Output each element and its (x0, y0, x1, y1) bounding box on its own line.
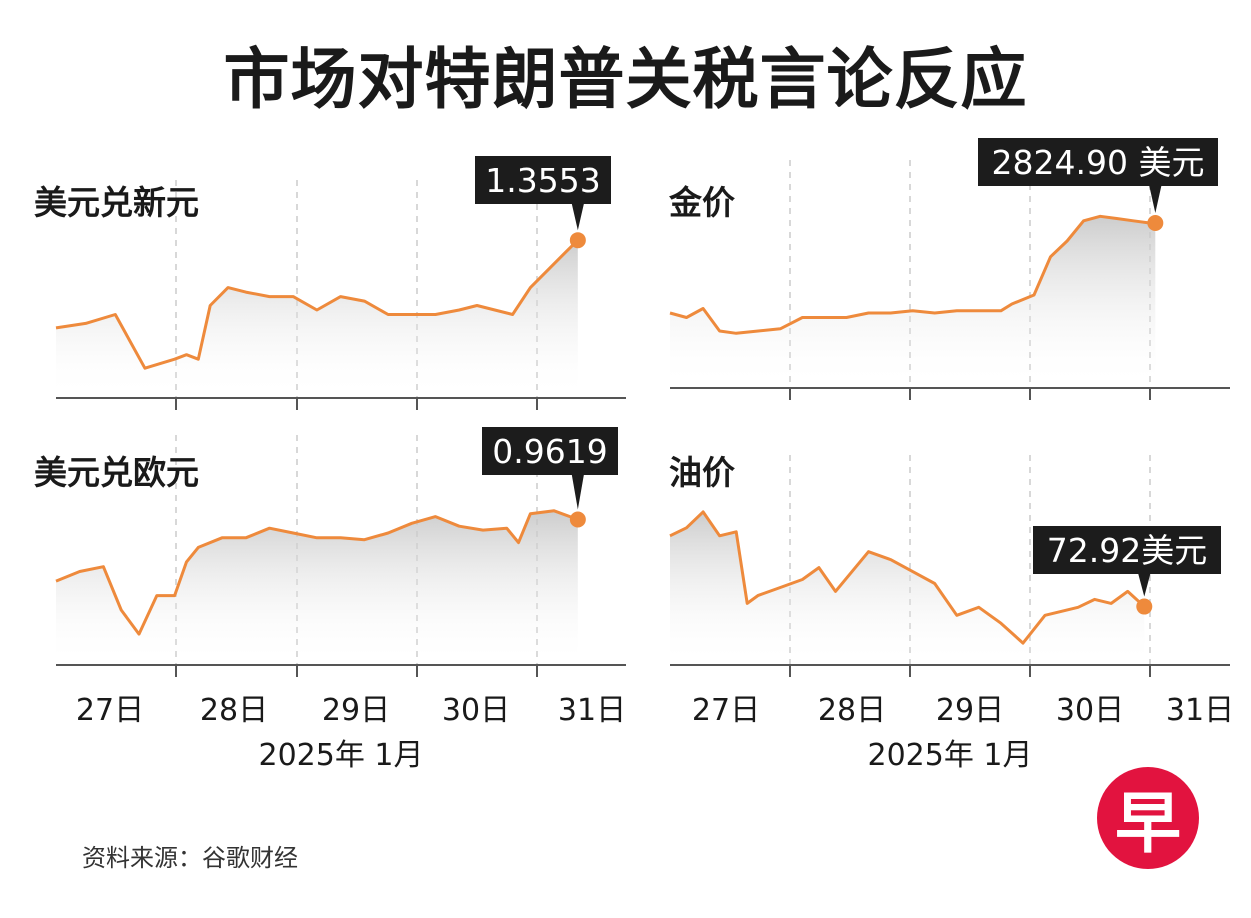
area-usd-sgd (56, 240, 578, 398)
tick-label-usd-eur-1: 28日 (200, 693, 268, 728)
area-oil (670, 511, 1145, 665)
end-marker-usd-sgd (569, 232, 586, 249)
callout-value-usd-eur: 0.9619 (492, 432, 607, 471)
callout-box-usd-eur (482, 427, 618, 475)
tick-label-usd-eur-0: 27日 (76, 693, 144, 728)
series-line-usd-sgd (55, 239, 579, 370)
end-marker-gold (1147, 215, 1164, 231)
series-line-gold (669, 214, 1156, 335)
tick-label-oil-3: 30日 (1056, 693, 1124, 728)
tick-label-usd-eur-3: 30日 (442, 693, 510, 728)
panel-title-gold: 金价 (669, 183, 735, 222)
tick-label-usd-eur-2: 29日 (322, 693, 390, 728)
tick-label-oil-0: 27日 (692, 693, 760, 728)
callout-pointer-oil (1138, 574, 1151, 597)
callout-value-oil: 72.92美元 (1047, 531, 1207, 570)
panel-title-usd-sgd: 美元兑新元 (34, 183, 199, 222)
callout-box-usd-sgd (475, 156, 611, 204)
zaobao-logo: 早 (1097, 767, 1199, 869)
callout-box-oil (1033, 526, 1221, 574)
callout-pointer-usd-eur (571, 475, 584, 510)
callout-value-gold: 2824.90 美元 (992, 143, 1205, 182)
tick-label-oil-1: 28日 (818, 693, 886, 728)
x-axis-month-label-left: 2025年 1月 (258, 738, 424, 773)
panel-title-oil: 油价 (669, 453, 735, 492)
page-title: 市场对特朗普关税言论反应 (223, 41, 1028, 118)
callout-pointer-usd-sgd (571, 204, 584, 231)
series-line-oil (669, 510, 1146, 645)
tick-label-oil-2: 29日 (936, 693, 1004, 728)
series-line-usd-eur (55, 509, 579, 636)
tick-label-oil-4: 31日 (1166, 693, 1234, 728)
end-marker-oil (1136, 598, 1153, 615)
callout-value-usd-sgd: 1.3553 (485, 161, 600, 200)
source-note: 资料来源：谷歌财经 (82, 844, 298, 872)
tick-label-usd-eur-4: 31日 (558, 693, 626, 728)
area-usd-eur (56, 510, 578, 665)
area-gold (670, 216, 1156, 388)
panel-title-usd-eur: 美元兑欧元 (34, 453, 199, 492)
end-marker-usd-eur (569, 511, 586, 528)
callout-pointer-gold (1149, 186, 1162, 213)
callout-box-gold (978, 138, 1218, 186)
x-axis-month-label-right: 2025年 1月 (867, 738, 1033, 773)
